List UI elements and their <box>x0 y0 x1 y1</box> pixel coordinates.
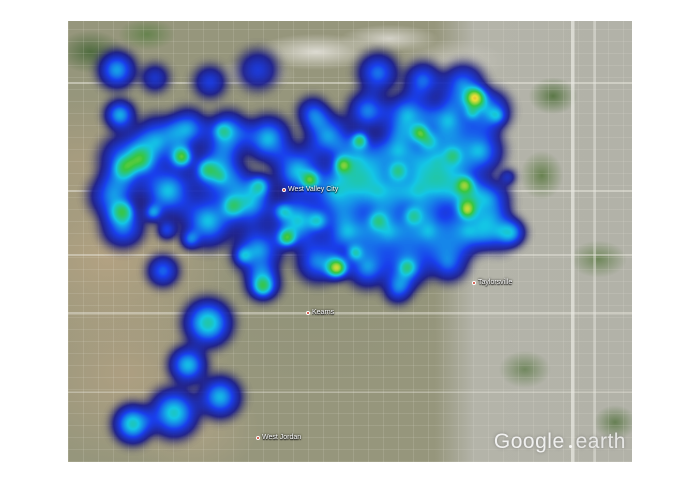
heatmap-overlay <box>81 42 531 451</box>
watermark-product: earth <box>575 430 626 453</box>
google-earth-watermark: Google earth <box>494 430 626 454</box>
map-viewport[interactable]: West Valley City Taylorsville Kearns West J… <box>68 21 632 462</box>
watermark-dot-icon <box>568 445 572 448</box>
heat-density-blobs <box>81 42 531 451</box>
watermark-brand: Google <box>493 430 565 453</box>
